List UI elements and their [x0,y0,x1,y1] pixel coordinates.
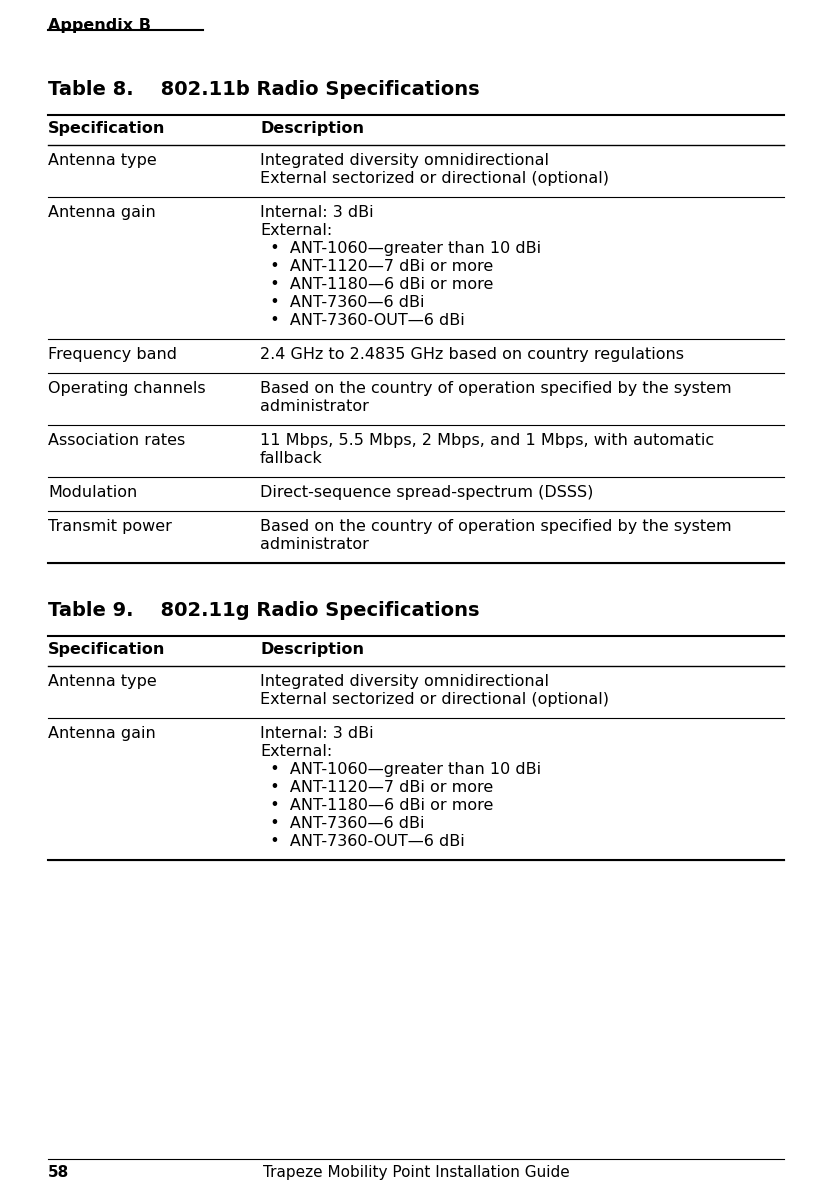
Text: Antenna gain: Antenna gain [48,727,156,741]
Text: administrator: administrator [260,537,369,552]
Text: •  ANT-7360—6 dBi: • ANT-7360—6 dBi [260,294,424,310]
Text: Internal: 3 dBi: Internal: 3 dBi [260,727,374,741]
Text: Frequency band: Frequency band [48,347,177,361]
Text: •  ANT-1060—greater than 10 dBi: • ANT-1060—greater than 10 dBi [260,241,541,256]
Text: External sectorized or directional (optional): External sectorized or directional (opti… [260,171,609,186]
Text: •  ANT-7360-OUT—6 dBi: • ANT-7360-OUT—6 dBi [260,312,465,328]
Text: Integrated diversity omnidirectional: Integrated diversity omnidirectional [260,674,549,689]
Text: External:: External: [260,223,332,238]
Text: Internal: 3 dBi: Internal: 3 dBi [260,205,374,220]
Text: Antenna gain: Antenna gain [48,205,156,220]
Text: •  ANT-1180—6 dBi or more: • ANT-1180—6 dBi or more [260,277,493,292]
Text: Direct-sequence spread-spectrum (DSSS): Direct-sequence spread-spectrum (DSSS) [260,485,593,500]
Text: •  ANT-1120—7 dBi or more: • ANT-1120—7 dBi or more [260,780,498,795]
Text: Specification: Specification [48,121,166,136]
Text: 11 Mbps, 5.5 Mbps, 2 Mbps, and 1 Mbps, with automatic: 11 Mbps, 5.5 Mbps, 2 Mbps, and 1 Mbps, w… [260,433,714,448]
Text: Modulation: Modulation [48,485,137,500]
Text: •  ANT-1060—greater than 10 dBi: • ANT-1060—greater than 10 dBi [260,762,541,777]
Text: •  ANT-7360—6 dBi: • ANT-7360—6 dBi [260,816,424,831]
Text: •  ANT-7360-OUT—6 dBi: • ANT-7360-OUT—6 dBi [260,834,465,849]
Text: Antenna type: Antenna type [48,674,156,689]
Text: Integrated diversity omnidirectional: Integrated diversity omnidirectional [260,153,549,168]
Text: External sectorized or directional (optional): External sectorized or directional (opti… [260,692,609,707]
Text: Operating channels: Operating channels [48,381,206,396]
Text: 2.4 GHz to 2.4835 GHz based on country regulations: 2.4 GHz to 2.4835 GHz based on country r… [260,347,684,361]
Text: 58: 58 [48,1165,69,1180]
Text: administrator: administrator [260,399,369,414]
Text: Antenna type: Antenna type [48,153,156,168]
Text: fallback: fallback [260,451,323,466]
Text: Association rates: Association rates [48,433,186,448]
Text: Table 9.    802.11g Radio Specifications: Table 9. 802.11g Radio Specifications [48,601,479,620]
Text: Table 8.    802.11b Radio Specifications: Table 8. 802.11b Radio Specifications [48,80,479,99]
Text: Based on the country of operation specified by the system: Based on the country of operation specif… [260,519,731,534]
Text: Description: Description [260,642,364,657]
Text: Description: Description [260,121,364,136]
Text: Specification: Specification [48,642,166,657]
Text: •  ANT-1120—7 dBi or more: • ANT-1120—7 dBi or more [260,259,498,274]
Text: External:: External: [260,745,332,759]
Text: •  ANT-1180—6 dBi or more: • ANT-1180—6 dBi or more [260,798,493,813]
Text: Appendix B: Appendix B [48,18,151,34]
Text: Transmit power: Transmit power [48,519,172,534]
Text: Based on the country of operation specified by the system: Based on the country of operation specif… [260,381,731,396]
Text: Trapeze Mobility Point Installation Guide: Trapeze Mobility Point Installation Guid… [263,1165,569,1180]
